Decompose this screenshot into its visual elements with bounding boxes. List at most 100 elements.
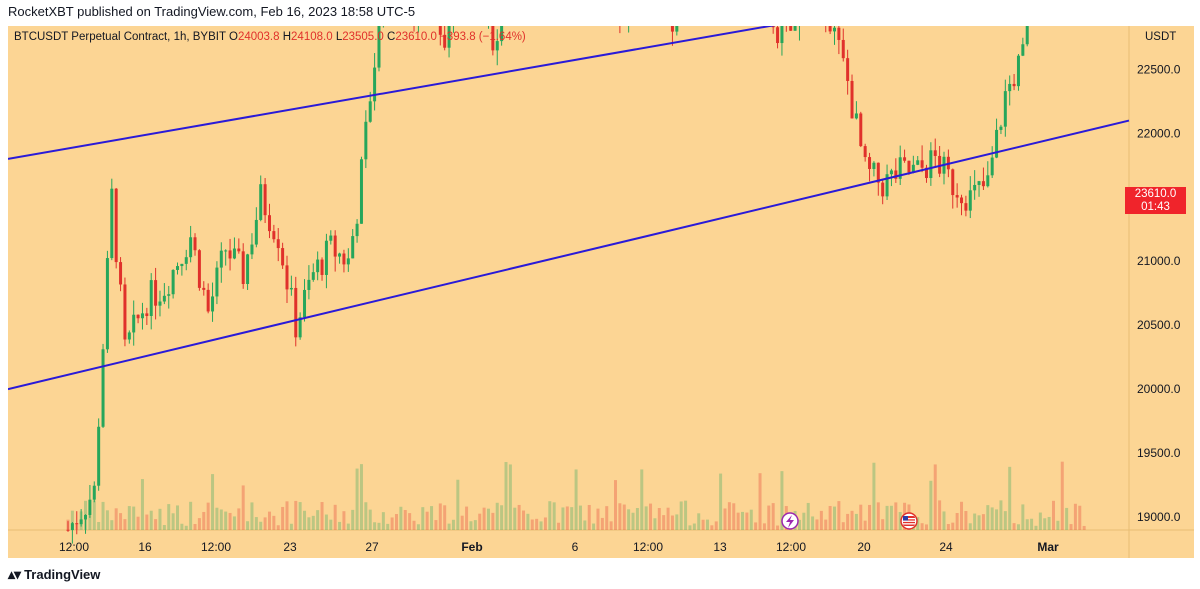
candle-body <box>184 257 188 264</box>
volume-bar <box>841 522 845 530</box>
volume-bar <box>267 511 271 530</box>
volume-bar <box>837 501 841 530</box>
plot-background <box>8 26 1129 530</box>
volume-bar <box>434 520 438 530</box>
volume-bar <box>723 508 727 530</box>
volume-bar <box>101 501 105 530</box>
candle-body <box>670 26 674 32</box>
event-lightning-marker[interactable] <box>781 512 799 530</box>
tradingview-logo-icon: ▴▾ <box>8 566 21 582</box>
candle-body <box>298 317 302 338</box>
candle-layer <box>66 26 1029 544</box>
volume-bar <box>311 515 315 530</box>
candle-body <box>889 170 893 175</box>
volume-bar <box>281 506 285 530</box>
candle-body <box>237 248 241 252</box>
candle-body <box>316 259 320 273</box>
volume-bar <box>237 508 241 530</box>
volume-bar <box>224 511 228 530</box>
volume-bar <box>197 518 201 530</box>
volume-bar <box>1008 466 1012 530</box>
candle-body <box>938 155 942 174</box>
volume-bar <box>701 519 705 530</box>
volume-bar <box>110 520 114 530</box>
volume-bar <box>968 523 972 530</box>
volume-bar <box>543 517 547 530</box>
last-price-value: 23610.0 <box>1134 188 1177 200</box>
candle-body <box>154 280 158 306</box>
volume-bar <box>640 469 644 530</box>
footer-brand-label: TradingView <box>24 567 101 582</box>
channel-trendline[interactable] <box>8 119 1130 391</box>
volume-bar <box>351 509 355 530</box>
candle-body <box>329 235 333 241</box>
volume-bar <box>162 525 166 530</box>
volume-bar <box>955 513 959 530</box>
drawing-lines-layer[interactable] <box>8 26 1130 391</box>
volume-bar <box>465 506 469 530</box>
volume-bar <box>946 524 950 530</box>
volume-bar <box>679 501 683 530</box>
volume-bar <box>964 511 968 530</box>
candle-body <box>202 287 206 290</box>
volume-bar <box>333 504 337 530</box>
footer-brand[interactable]: ▴▾ TradingView <box>8 566 100 583</box>
low-label: L <box>335 31 343 43</box>
volume-bar <box>868 504 872 530</box>
volume-bar <box>933 464 937 530</box>
volume-bar <box>614 480 617 530</box>
volume-bar <box>272 515 276 530</box>
volume-bar <box>211 474 215 530</box>
volume-bar <box>885 505 889 530</box>
candle-body <box>259 184 263 220</box>
volume-bar <box>232 516 236 530</box>
volume-bar <box>522 510 526 530</box>
volume-bar <box>609 521 613 530</box>
price-tick-label: 21000.0 <box>1137 254 1181 268</box>
volume-bar <box>364 502 368 530</box>
volume-bar <box>561 507 565 530</box>
volume-bar <box>600 517 604 530</box>
candle-body <box>881 182 885 197</box>
candle-body <box>907 160 911 173</box>
candle-body <box>377 26 381 68</box>
volume-bar <box>684 500 688 530</box>
time-tick-label: 23 <box>283 540 297 554</box>
candle-body <box>1025 26 1029 45</box>
close-label: C <box>387 31 396 43</box>
volume-bar <box>508 464 512 530</box>
chart-svg[interactable]: 19000.019500.020000.020500.021000.021500… <box>8 26 1194 558</box>
chart-frame[interactable]: 19000.019500.020000.020500.021000.021500… <box>8 26 1194 558</box>
volume-bar <box>1038 512 1042 530</box>
volume-bar <box>456 479 460 530</box>
volume-bar <box>986 505 990 530</box>
volume-bar <box>574 469 578 530</box>
candle-body <box>211 296 215 312</box>
volume-bar <box>119 513 123 530</box>
volume-bar <box>749 509 753 530</box>
volume-bar <box>70 510 74 530</box>
volume-bar <box>631 512 635 530</box>
volume-bar <box>1034 525 1038 530</box>
time-tick-label: 27 <box>365 540 379 554</box>
candle-body <box>924 167 928 179</box>
volume-bar <box>1021 504 1025 530</box>
candle-body <box>132 314 136 333</box>
candle-body <box>246 254 250 284</box>
volume-bar <box>824 519 828 530</box>
channel-trendline[interactable] <box>8 26 1129 160</box>
volume-bar <box>881 519 885 530</box>
volume-bar <box>316 510 320 530</box>
volume-bar <box>469 521 473 530</box>
volume-bar <box>692 523 696 530</box>
price-axis-background <box>1129 26 1194 530</box>
event-us-flag-marker[interactable] <box>900 512 918 530</box>
volume-bar <box>854 513 858 530</box>
open-value: 24003.8 <box>237 31 280 43</box>
volume-bar <box>754 522 758 530</box>
candle-body <box>101 349 105 427</box>
volume-bar <box>443 505 447 530</box>
volume-bar <box>981 514 985 530</box>
volume-bar <box>811 516 815 530</box>
candle-body <box>368 101 372 122</box>
